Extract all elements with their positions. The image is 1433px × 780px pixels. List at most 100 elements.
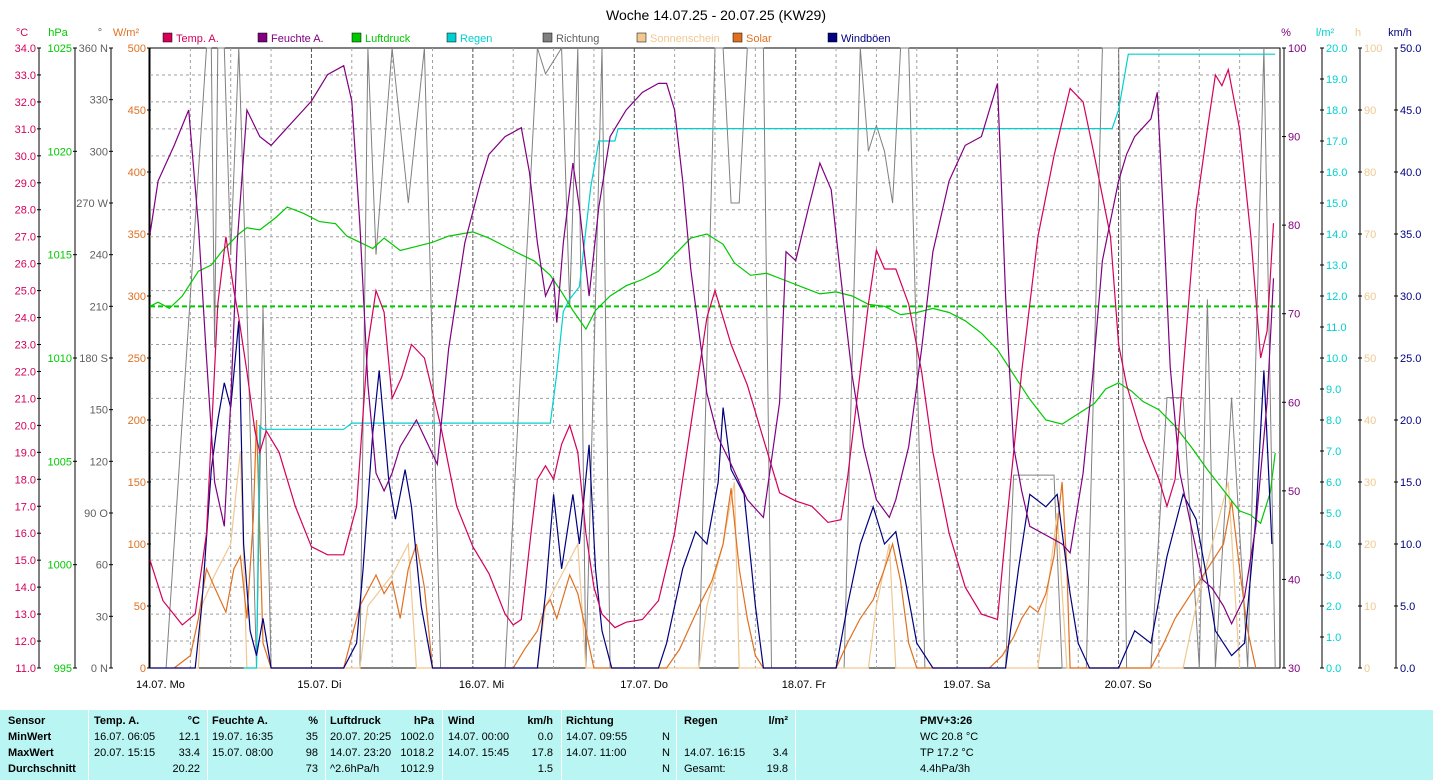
pressure-tick-label: 1000 bbox=[48, 560, 72, 572]
humidity-tick-label: 90 bbox=[1288, 132, 1300, 144]
temp-min-date: 16.07. 06:05 bbox=[94, 731, 156, 743]
solar-tick-label: 0 bbox=[140, 663, 146, 675]
x-tick-label: 19.07. Sa bbox=[943, 679, 991, 691]
sun-tick-label: 60 bbox=[1364, 291, 1376, 303]
temp-unit-label: °C bbox=[16, 27, 28, 39]
sun-tick-label: 70 bbox=[1364, 229, 1376, 241]
dir-min-date: 14.07. 09:55 bbox=[566, 731, 628, 743]
x-tick-label: 16.07. Mi bbox=[459, 679, 504, 691]
temp-tick-label: 14.0 bbox=[15, 582, 36, 594]
temp-tick-label: 18.0 bbox=[15, 474, 36, 486]
rain-tick-label: 5.0 bbox=[1326, 508, 1341, 520]
pmv-header: PMV+3:26 bbox=[920, 715, 973, 727]
legend: Temp. A. Feuchte A. Luftdruck Regen Richtung… bbox=[162, 32, 891, 45]
humidity-tick-label: 40 bbox=[1288, 574, 1300, 586]
temp-tick-label: 25.0 bbox=[15, 286, 36, 298]
legend-swatch bbox=[732, 32, 743, 43]
hum-max-value: 98 bbox=[305, 747, 318, 759]
direction-tick-label: 210 bbox=[90, 301, 108, 313]
sun-tick-label: 90 bbox=[1364, 105, 1376, 117]
legend-swatch bbox=[446, 32, 457, 43]
direction-tick-label: 330 bbox=[90, 95, 108, 107]
right-axes: 10090807060504030%20.019.018.017.016.015… bbox=[1281, 27, 1421, 675]
legend-swatch bbox=[257, 32, 268, 43]
temp-tick-label: 16.0 bbox=[15, 528, 36, 540]
humidity-unit-label: % bbox=[1281, 27, 1291, 39]
direction-tick-label: 360 N bbox=[79, 43, 108, 55]
pmv-windchill: WC 20.8 °C bbox=[920, 731, 979, 743]
temp-tick-label: 34.0 bbox=[15, 43, 36, 55]
wind-tick-label: 10.0 bbox=[1400, 539, 1421, 551]
pmv-dewpoint: TP 17.2 °C bbox=[920, 747, 974, 759]
hum-min-value: 35 bbox=[305, 731, 318, 743]
press-trend: ^2.6hPa/h bbox=[330, 763, 380, 775]
legend-label: Luftdruck bbox=[365, 33, 411, 45]
rain-tick-label: 6.0 bbox=[1326, 477, 1341, 489]
humidity-tick-label: 80 bbox=[1288, 220, 1300, 232]
legend-label: Windböen bbox=[841, 33, 891, 45]
temp-tick-label: 27.0 bbox=[15, 232, 36, 244]
wind-tick-label: 25.0 bbox=[1400, 353, 1421, 365]
humidity-tick-label: 70 bbox=[1288, 309, 1300, 321]
temp-tick-label: 20.0 bbox=[15, 420, 36, 432]
legend-swatch bbox=[827, 32, 838, 43]
legend-label: Sonnenschein bbox=[650, 33, 720, 45]
wind-avg-value: 1.5 bbox=[537, 763, 553, 775]
solar-tick-label: 400 bbox=[128, 167, 146, 179]
series-line-feuchte-a- bbox=[149, 64, 1275, 626]
temp-avg-value: 20.22 bbox=[172, 763, 200, 775]
rain-tick-label: 17.0 bbox=[1326, 136, 1347, 148]
x-tick-label: 14.07. Mo bbox=[136, 679, 185, 691]
temp-tick-label: 23.0 bbox=[15, 340, 36, 352]
temp-tick-label: 26.0 bbox=[15, 259, 36, 271]
direction-tick-label: 120 bbox=[90, 456, 108, 468]
series-line-luftdruck bbox=[149, 206, 1276, 525]
direction-tick-label: 270 W bbox=[76, 198, 108, 210]
direction-unit-label: ° bbox=[98, 27, 102, 39]
pressure-tick-label: 1005 bbox=[48, 456, 72, 468]
col-divider bbox=[88, 710, 89, 780]
row-label-avg: Durchschnitt bbox=[8, 763, 76, 775]
rain-tick-label: 18.0 bbox=[1326, 105, 1347, 117]
temp-tick-label: 13.0 bbox=[15, 609, 36, 621]
rain-tick-label: 11.0 bbox=[1326, 322, 1347, 334]
rain-tick-label: 9.0 bbox=[1326, 384, 1341, 396]
temp-max-value: 33.4 bbox=[178, 747, 200, 759]
temp-tick-label: 17.0 bbox=[15, 501, 36, 513]
rain-tick-label: 13.0 bbox=[1326, 260, 1347, 272]
sun-unit-label: h bbox=[1355, 27, 1361, 39]
rain-tick-label: 10.0 bbox=[1326, 353, 1347, 365]
wind-unit: km/h bbox=[527, 715, 553, 727]
rain-tick-label: 8.0 bbox=[1326, 415, 1341, 427]
press-min-value: 1002.0 bbox=[400, 731, 434, 743]
sun-tick-label: 30 bbox=[1364, 477, 1376, 489]
col-divider bbox=[442, 710, 443, 780]
solar-tick-label: 500 bbox=[128, 43, 146, 55]
sun-tick-label: 0 bbox=[1364, 663, 1370, 675]
dir-avg-value: N bbox=[662, 763, 670, 775]
temp-header: Temp. A. bbox=[94, 715, 140, 727]
series-line-temp-a- bbox=[149, 67, 1275, 629]
solar-tick-label: 350 bbox=[128, 229, 146, 241]
wind-unit-label: km/h bbox=[1388, 27, 1412, 39]
rain-tick-label: 0.0 bbox=[1326, 663, 1341, 675]
legend-swatch bbox=[636, 32, 647, 43]
direction-tick-label: 60 bbox=[96, 560, 108, 572]
rain-tick-label: 20.0 bbox=[1326, 43, 1347, 55]
col-divider bbox=[207, 710, 208, 780]
rain-tick-label: 2.0 bbox=[1326, 601, 1341, 613]
temp-tick-label: 24.0 bbox=[15, 313, 36, 325]
humidity-tick-label: 60 bbox=[1288, 397, 1300, 409]
rain-max-date: 14.07. 16:15 bbox=[684, 747, 746, 759]
pressure-tick-label: 1010 bbox=[48, 353, 72, 365]
dir-max-value: N bbox=[662, 747, 670, 759]
press-header: Luftdruck bbox=[330, 715, 381, 727]
pmv-pressure-trend: 4.4hPa/3h bbox=[920, 763, 971, 775]
rain-total-value: 19.8 bbox=[766, 763, 788, 775]
series-line-windb-en bbox=[150, 320, 1273, 669]
temp-tick-label: 28.0 bbox=[15, 205, 36, 217]
x-tick-label: 15.07. Di bbox=[297, 679, 341, 691]
legend-swatch bbox=[351, 32, 362, 43]
left-axes: 34.0 33.0 32.0 31.0 30.0 29.0 28.0 27.0 26.0 25.0… bbox=[15, 27, 151, 675]
temp-tick-label: 22.0 bbox=[15, 366, 36, 378]
